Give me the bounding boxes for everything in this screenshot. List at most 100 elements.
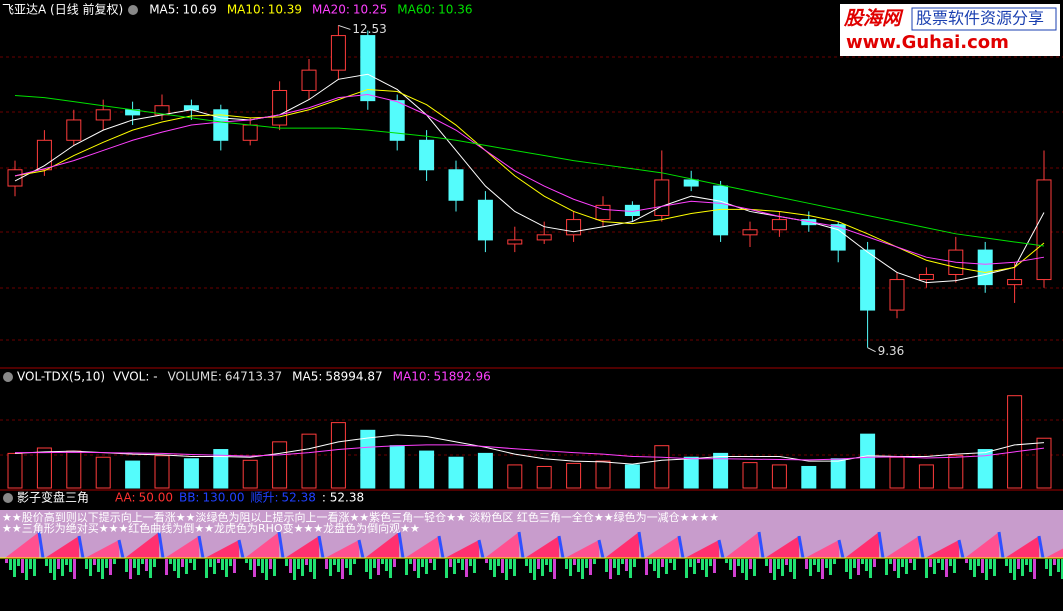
- pattern-edge: [437, 535, 445, 559]
- pattern-bar: [465, 559, 468, 577]
- menu-icon[interactable]: [3, 493, 13, 503]
- pattern-bar: [685, 559, 688, 578]
- pattern-triangle: [605, 532, 639, 558]
- header-text: VOLUME:: [168, 370, 222, 384]
- pattern-bar: [873, 559, 876, 567]
- pattern-bar: [309, 559, 312, 572]
- pattern-bar: [781, 559, 784, 576]
- pattern-triangle: [885, 536, 919, 558]
- pattern-bar: [189, 559, 192, 563]
- pattern-edge: [557, 535, 565, 559]
- pattern-bar: [1017, 559, 1020, 569]
- header-text: 10.39: [268, 3, 302, 17]
- pattern-bar: [257, 559, 260, 566]
- pattern-bar: [709, 559, 712, 566]
- candle-body: [830, 224, 846, 251]
- header-text: 51892.96: [434, 370, 491, 384]
- volume-bar: [7, 452, 23, 489]
- pattern-bar: [665, 559, 668, 574]
- pattern-triangle: [5, 532, 39, 558]
- pattern-bar: [605, 559, 608, 572]
- pattern-bar: [653, 559, 656, 571]
- candle-body: [595, 204, 611, 221]
- pattern-bar: [545, 559, 548, 565]
- pattern-bar: [645, 559, 648, 575]
- indicator-note: ★★三角形为绝对买★★★红色曲线为倒★★龙虎色为RHO变★★★龙盘色为倒向观★★: [2, 521, 420, 535]
- pattern-bar: [989, 559, 992, 569]
- volume-bar: [389, 445, 405, 489]
- volume-bar: [654, 445, 670, 489]
- pattern-edge: [317, 535, 325, 559]
- volume-bar: [125, 460, 141, 489]
- pattern-bar: [725, 559, 728, 563]
- pattern-triangle: [45, 536, 79, 558]
- pattern-edge: [797, 535, 805, 559]
- volume-bar: [183, 458, 199, 489]
- volume-bar: [1036, 437, 1052, 489]
- volume-bar: [595, 460, 611, 489]
- pattern-triangle: [645, 536, 679, 558]
- volume-bar: [272, 441, 288, 489]
- pattern-bar: [729, 559, 732, 570]
- pattern-bar: [501, 559, 504, 573]
- pattern-bar: [857, 559, 860, 575]
- pattern-bar: [225, 559, 228, 577]
- pattern-bar: [985, 559, 988, 580]
- pattern-bar: [669, 559, 672, 563]
- pattern-bar: [325, 559, 328, 569]
- menu-icon[interactable]: [3, 372, 13, 382]
- pattern-bar: [173, 559, 176, 571]
- pattern-bar: [105, 559, 108, 568]
- volume-bar: [36, 447, 52, 489]
- pattern-bar: [693, 559, 696, 574]
- pattern-bar: [581, 559, 584, 579]
- menu-icon[interactable]: [128, 5, 138, 15]
- pattern-triangle: [445, 540, 479, 558]
- pattern-bar: [93, 559, 96, 565]
- pattern-bar: [337, 559, 340, 572]
- pattern-bar: [9, 559, 12, 570]
- pattern-bar: [97, 559, 100, 572]
- pattern-bar: [445, 559, 448, 578]
- pattern-bar: [417, 559, 420, 578]
- min-price-label: 9.36: [878, 344, 905, 358]
- pattern-triangle: [525, 536, 559, 558]
- pattern-bar: [213, 559, 216, 574]
- pattern-triangle: [125, 532, 159, 558]
- pattern-triangle: [165, 536, 199, 558]
- pattern-bar: [489, 559, 492, 570]
- pattern-bar: [261, 559, 264, 573]
- max-leader: [338, 24, 351, 30]
- pattern-bar: [365, 559, 368, 572]
- pattern-bar: [833, 559, 836, 564]
- volume-bar: [301, 433, 317, 489]
- header-text: 影子变盘三角: [17, 490, 89, 505]
- candle-body: [7, 169, 23, 187]
- volume-bar: [801, 465, 817, 489]
- pattern-bar: [953, 559, 956, 573]
- header-text: MA10:: [393, 370, 431, 384]
- volume-bar: [330, 422, 346, 489]
- pattern-bar: [845, 559, 848, 572]
- pattern-bar: [749, 559, 752, 569]
- pattern-bar: [569, 559, 572, 576]
- pattern-bar: [621, 559, 624, 564]
- pattern-bar: [885, 559, 888, 575]
- pattern-bar: [125, 559, 128, 572]
- pattern-bar: [829, 559, 832, 575]
- pattern-bar: [405, 559, 408, 575]
- pattern-bar: [905, 559, 908, 574]
- pattern-bar: [61, 559, 64, 576]
- pattern-bar: [149, 559, 152, 578]
- pattern-bar: [1053, 559, 1056, 565]
- min-leader: [867, 347, 876, 353]
- pattern-bar: [869, 559, 872, 578]
- volume-bar: [860, 433, 876, 489]
- pattern-bar: [229, 559, 232, 566]
- pattern-bar: [825, 559, 828, 568]
- pattern-edge: [877, 531, 885, 559]
- pattern-bar: [509, 559, 512, 569]
- pattern-bar: [821, 559, 824, 579]
- pattern-bar: [933, 559, 936, 574]
- pattern-bar: [817, 559, 820, 572]
